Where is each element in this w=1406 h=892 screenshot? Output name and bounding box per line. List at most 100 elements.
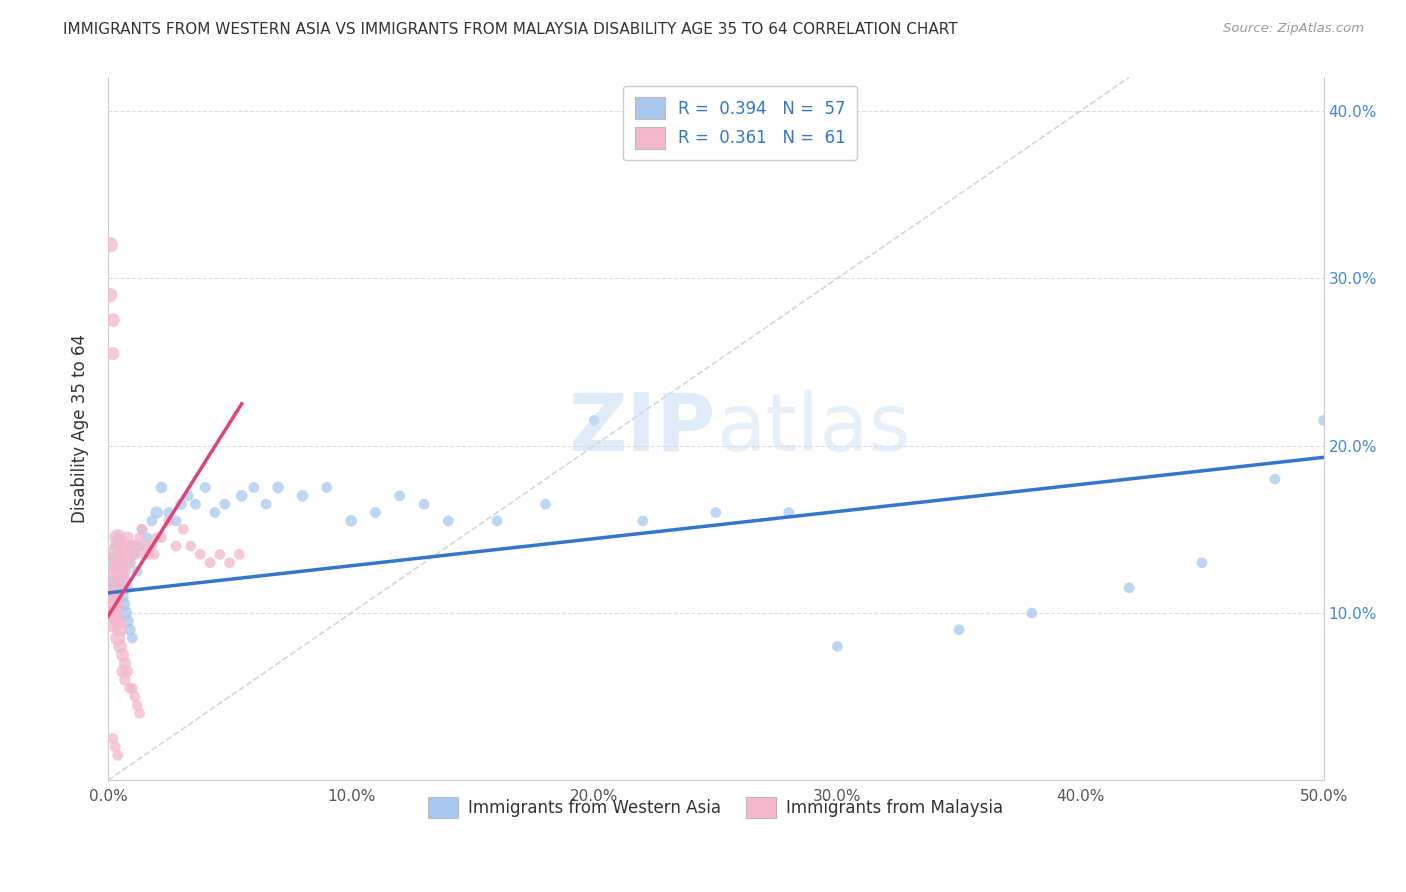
Point bbox=[101, 581, 124, 595]
Point bbox=[131, 522, 153, 536]
Point bbox=[117, 581, 139, 595]
Point bbox=[121, 539, 143, 553]
Point bbox=[108, 556, 131, 570]
Point bbox=[128, 531, 150, 545]
Point bbox=[485, 514, 508, 528]
Point bbox=[107, 631, 129, 645]
Point bbox=[121, 539, 143, 553]
Point bbox=[145, 531, 167, 545]
Point bbox=[198, 556, 221, 570]
Point bbox=[104, 581, 127, 595]
Point bbox=[141, 514, 163, 528]
Point bbox=[111, 648, 134, 662]
Point bbox=[141, 539, 163, 553]
Point bbox=[243, 480, 266, 494]
Point bbox=[118, 623, 141, 637]
Point bbox=[1312, 413, 1334, 427]
Legend: Immigrants from Western Asia, Immigrants from Malaysia: Immigrants from Western Asia, Immigrants… bbox=[422, 790, 1010, 825]
Point bbox=[127, 539, 149, 553]
Point bbox=[704, 506, 727, 520]
Point bbox=[128, 539, 150, 553]
Point bbox=[583, 413, 606, 427]
Point bbox=[118, 681, 141, 696]
Point bbox=[190, 548, 212, 562]
Point bbox=[111, 573, 134, 587]
Point bbox=[100, 598, 122, 612]
Point bbox=[145, 506, 167, 520]
Point bbox=[101, 313, 124, 327]
Point bbox=[107, 615, 129, 629]
Point bbox=[127, 698, 149, 712]
Point bbox=[124, 548, 146, 562]
Text: IMMIGRANTS FROM WESTERN ASIA VS IMMIGRANTS FROM MALAYSIA DISABILITY AGE 35 TO 64: IMMIGRANTS FROM WESTERN ASIA VS IMMIGRAN… bbox=[63, 22, 957, 37]
Point bbox=[534, 497, 557, 511]
Point bbox=[165, 514, 187, 528]
Point bbox=[104, 548, 127, 562]
Point bbox=[108, 539, 131, 553]
Point bbox=[128, 706, 150, 721]
Point bbox=[315, 480, 337, 494]
Point bbox=[101, 606, 124, 620]
Point bbox=[107, 748, 129, 763]
Point bbox=[101, 589, 124, 603]
Point bbox=[121, 631, 143, 645]
Point bbox=[114, 673, 136, 687]
Point bbox=[114, 573, 136, 587]
Y-axis label: Disability Age 35 to 64: Disability Age 35 to 64 bbox=[72, 334, 89, 524]
Point bbox=[364, 506, 387, 520]
Point bbox=[231, 489, 253, 503]
Point bbox=[437, 514, 460, 528]
Point bbox=[208, 548, 231, 562]
Point bbox=[1264, 472, 1286, 486]
Point bbox=[114, 606, 136, 620]
Point bbox=[107, 531, 129, 545]
Point bbox=[108, 556, 131, 570]
Point bbox=[124, 690, 146, 704]
Point bbox=[104, 556, 127, 570]
Point bbox=[107, 531, 129, 545]
Point bbox=[117, 531, 139, 545]
Point bbox=[104, 539, 127, 553]
Point bbox=[114, 656, 136, 670]
Point bbox=[118, 556, 141, 570]
Point bbox=[157, 514, 180, 528]
Point bbox=[104, 598, 127, 612]
Point bbox=[1021, 606, 1043, 620]
Point bbox=[118, 556, 141, 570]
Point bbox=[778, 506, 800, 520]
Point bbox=[388, 489, 411, 503]
Point bbox=[340, 514, 363, 528]
Point bbox=[143, 548, 166, 562]
Point bbox=[117, 548, 139, 562]
Point bbox=[165, 539, 187, 553]
Point bbox=[121, 681, 143, 696]
Point bbox=[114, 564, 136, 578]
Point bbox=[172, 522, 194, 536]
Point bbox=[107, 581, 129, 595]
Point bbox=[104, 739, 127, 754]
Point bbox=[204, 506, 226, 520]
Point bbox=[111, 548, 134, 562]
Point bbox=[184, 497, 207, 511]
Point bbox=[138, 548, 160, 562]
Point bbox=[214, 497, 236, 511]
Point bbox=[1118, 581, 1140, 595]
Point bbox=[100, 615, 122, 629]
Point bbox=[194, 480, 217, 494]
Point bbox=[177, 489, 200, 503]
Point bbox=[108, 640, 131, 654]
Point bbox=[291, 489, 314, 503]
Point bbox=[134, 548, 156, 562]
Point bbox=[150, 531, 173, 545]
Point bbox=[111, 598, 134, 612]
Point bbox=[108, 623, 131, 637]
Text: atlas: atlas bbox=[716, 390, 910, 468]
Point bbox=[948, 623, 970, 637]
Point bbox=[101, 346, 124, 360]
Point bbox=[104, 564, 127, 578]
Point bbox=[135, 531, 157, 545]
Point bbox=[228, 548, 250, 562]
Point bbox=[131, 522, 153, 536]
Point bbox=[135, 539, 157, 553]
Text: ZIP: ZIP bbox=[568, 390, 716, 468]
